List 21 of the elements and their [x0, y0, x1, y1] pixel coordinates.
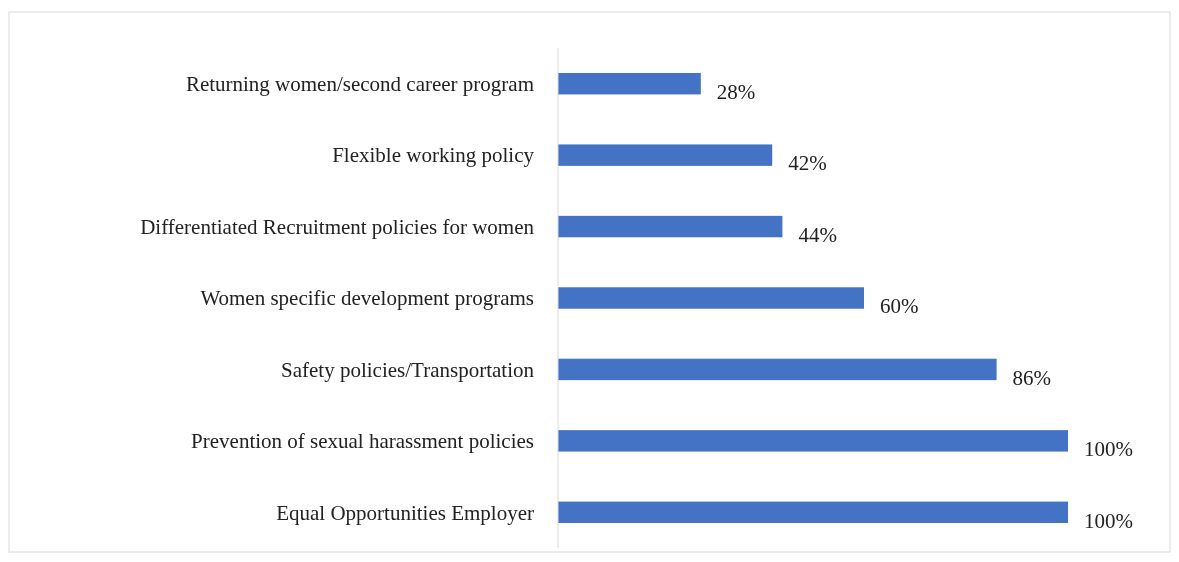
- data-label: 28%: [716, 80, 756, 105]
- data-label: 100%: [1084, 437, 1133, 462]
- bar: [558, 215, 783, 238]
- data-label: 100%: [1084, 508, 1133, 533]
- y-tick-label: Prevention of sexual harassment policies: [191, 429, 534, 454]
- bar: [558, 501, 1068, 523]
- data-label: 42%: [788, 151, 827, 176]
- data-label: 60%: [880, 294, 919, 319]
- y-tick-label: Equal Opportunities Employer: [276, 500, 534, 525]
- y-tick-label: Safety policies/Transportation: [281, 357, 535, 382]
- bar: [558, 144, 773, 166]
- data-label: 86%: [1012, 365, 1052, 390]
- y-tick-label: Flexible working policy: [332, 143, 535, 168]
- y-tick-label: Women specific development programs: [200, 286, 534, 311]
- y-tick-label: Differentiated Recruitment policies for women: [140, 214, 535, 239]
- y-tick-label: Returning women/second career program: [185, 72, 534, 97]
- bar: [558, 358, 997, 381]
- bar: [558, 73, 701, 95]
- data-label: 44%: [798, 222, 837, 247]
- bar: [558, 287, 864, 309]
- bar: [558, 430, 1068, 452]
